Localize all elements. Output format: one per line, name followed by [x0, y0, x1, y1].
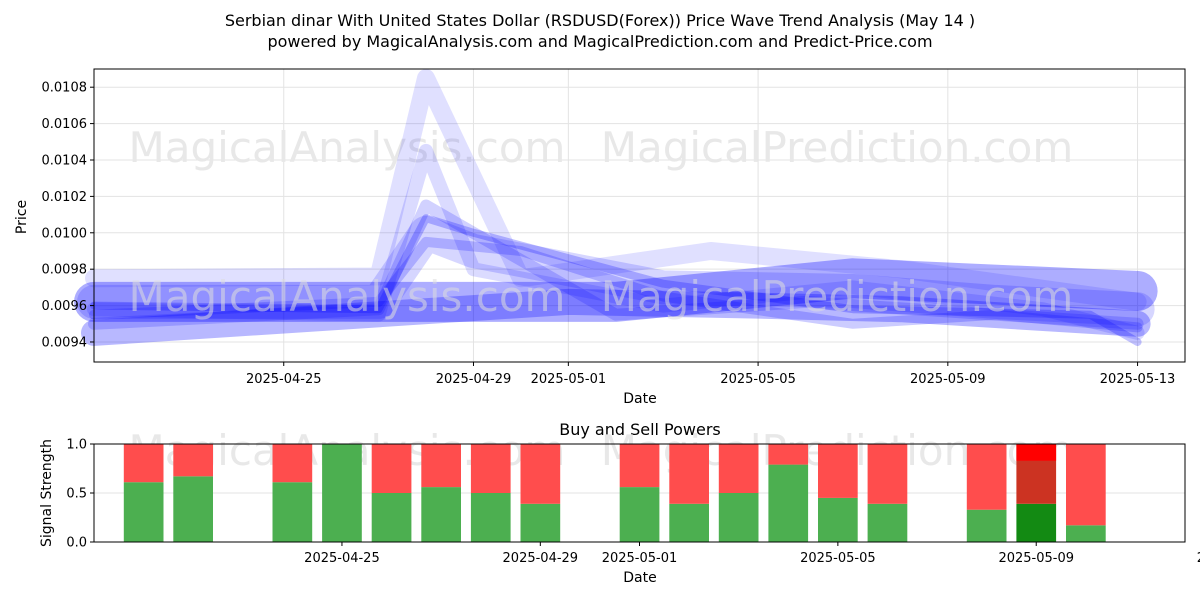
price-wave-line — [89, 236, 1143, 333]
sell-power-bar — [421, 444, 461, 488]
sell-power-bar — [123, 444, 164, 483]
price-y-tick-label: 0.0106 — [42, 117, 88, 132]
price-x-axis-label: Date — [623, 391, 656, 407]
price-x-ticks: 2025-04-25 2025-04-29 2025-05-01 2025-05-05… — [246, 362, 1175, 387]
buy-power-bar — [1016, 503, 1057, 542]
price-y-tick-label: 0.0098 — [42, 263, 88, 278]
power-x-tick-label: 2025-05-05 — [800, 551, 876, 566]
price-x-tick-label: 2025-05-13 — [1100, 372, 1176, 387]
power-x-tick-label: 2025-05-01 — [602, 551, 678, 566]
chart-title-line1: Serbian dinar With United States Dollar … — [225, 11, 975, 30]
price-y-tick-label: 0.0108 — [42, 81, 88, 96]
power-y-axis-label: Signal Strength — [39, 439, 55, 547]
watermark-prediction-top: MagicalPrediction.com — [601, 123, 1074, 172]
buy-power-bar — [818, 497, 858, 542]
buy-power-bar — [619, 487, 660, 542]
price-y-tick-label: 0.0094 — [42, 335, 88, 350]
buy-power-bar — [966, 509, 1007, 542]
sell-power-bar-peak — [1016, 444, 1057, 461]
price-grid — [94, 69, 1185, 362]
price-wave-line — [85, 69, 1147, 311]
price-x-tick-label: 2025-04-25 — [246, 372, 322, 387]
sell-power-bar — [371, 444, 412, 493]
watermark-prediction-mid: MagicalPrediction.com — [601, 272, 1074, 321]
buy-power-bar — [470, 493, 511, 542]
buy-power-bar — [1066, 525, 1106, 542]
price-plot-frame — [93, 68, 1186, 363]
sell-power-bar — [669, 444, 709, 504]
buy-power-bar — [520, 503, 561, 542]
price-x-tick-label: 2025-05-01 — [531, 372, 607, 387]
power-bars — [123, 444, 1106, 542]
sell-power-bar — [966, 444, 1007, 510]
power-x-axis-label: Date — [623, 570, 656, 586]
sell-power-bar — [520, 444, 561, 504]
price-y-tick-label: 0.0100 — [42, 226, 88, 241]
sell-power-bar — [470, 444, 511, 493]
power-y-tick-label: 1.0 — [66, 438, 87, 453]
sell-power-bar — [173, 444, 213, 477]
sell-power-bar — [272, 444, 313, 483]
power-y-ticks: 0.0 0.5 1.0 — [66, 438, 94, 551]
buy-power-bar — [123, 482, 164, 542]
buy-power-bar — [173, 476, 213, 542]
price-y-ticks: 0.0094 0.0096 0.0098 0.0100 0.0102 0.0104 0.01… — [42, 81, 94, 350]
price-wave-line — [87, 143, 1145, 340]
price-wave-line — [74, 258, 1158, 322]
buy-power-bar — [669, 503, 709, 542]
power-x-tick-label: 2025-05-13 — [1197, 551, 1200, 566]
power-chart-panel: Buy and Sell Powers MagicalAnalysis.com … — [39, 420, 1200, 586]
sell-power-bar — [1066, 444, 1106, 526]
buy-power-bar — [867, 503, 908, 542]
price-y-tick-label: 0.0102 — [42, 190, 88, 205]
sell-power-bar — [619, 444, 660, 488]
power-x-tick-label: 2025-05-09 — [998, 551, 1074, 566]
price-wave-line — [88, 199, 1144, 330]
buy-power-bar — [718, 493, 759, 542]
power-x-ticks: 2025-04-25 2025-04-29 2025-05-01 2025-05-05… — [304, 542, 1200, 566]
buy-power-bar — [272, 482, 313, 542]
price-x-tick-label: 2025-05-05 — [720, 372, 796, 387]
price-waves — [74, 69, 1158, 346]
sell-power-bar — [867, 444, 908, 504]
power-chart-title: Buy and Sell Powers — [559, 420, 721, 439]
buy-power-bar — [371, 493, 412, 542]
buy-power-bar — [322, 444, 362, 542]
power-y-tick-label: 0.0 — [66, 536, 87, 551]
price-wave-line — [90, 214, 1142, 346]
price-x-tick-label: 2025-04-29 — [436, 372, 512, 387]
power-y-tick-label: 0.5 — [66, 487, 87, 502]
sell-power-bar — [818, 444, 858, 498]
price-y-tick-label: 0.0096 — [42, 299, 88, 314]
price-wave-line — [81, 288, 1151, 346]
buy-power-bar — [768, 464, 809, 542]
sell-power-bar — [718, 444, 759, 493]
price-x-tick-label: 2025-05-09 — [910, 372, 986, 387]
power-x-tick-label: 2025-04-29 — [503, 551, 579, 566]
price-y-tick-label: 0.0104 — [42, 153, 88, 168]
price-plot-area — [94, 69, 1185, 362]
power-x-tick-label: 2025-04-25 — [304, 551, 380, 566]
sell-power-bar — [768, 444, 809, 465]
price-y-axis-label: Price — [14, 200, 30, 234]
price-chart-panel: MagicalAnalysis.com MagicalPrediction.co… — [14, 68, 1186, 407]
watermark-analysis-mid: MagicalAnalysis.com — [129, 272, 566, 321]
price-wave-line — [77, 215, 1155, 327]
chart-title-line2: powered by MagicalAnalysis.com and Magic… — [267, 32, 932, 51]
watermark-analysis-top: MagicalAnalysis.com — [129, 123, 566, 172]
buy-power-bar — [421, 487, 461, 542]
